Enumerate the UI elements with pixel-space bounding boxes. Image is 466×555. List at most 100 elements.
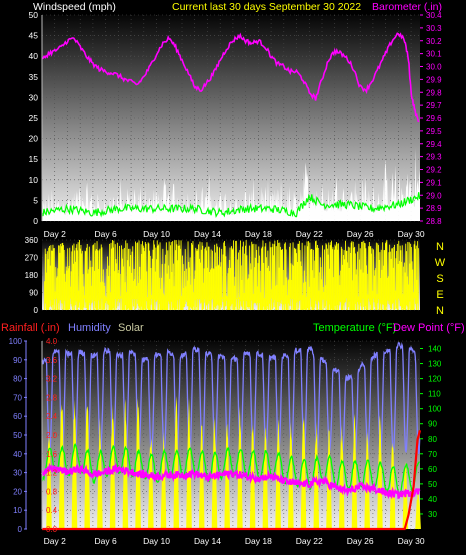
wind-x-tick-label: Day 10 bbox=[143, 229, 170, 239]
humidity-y-tick-label: 60 bbox=[13, 412, 22, 421]
solar-peak bbox=[338, 424, 345, 529]
rain-y-tick-label: 0.8 bbox=[46, 487, 58, 496]
rain-y-tick-label: 3.2 bbox=[46, 375, 58, 384]
wind-series bbox=[41, 32, 421, 221]
wind-y-tick-label: 45 bbox=[29, 31, 39, 41]
compass-letter: E bbox=[436, 289, 443, 301]
barometer-y-tick-label: 28.9 bbox=[426, 204, 442, 213]
temperature-y-tick-label: 110 bbox=[428, 390, 441, 399]
climate-x-tick-label: Day 30 bbox=[398, 536, 425, 546]
climate-x-tick-label: Day 2 bbox=[44, 536, 66, 546]
direction-y-tick-label: 90 bbox=[29, 289, 38, 298]
rain-y-tick-label: 1.6 bbox=[46, 450, 58, 459]
temperature-y-tick-label: 50 bbox=[428, 480, 437, 489]
humidity-y-tick-label: 90 bbox=[13, 356, 22, 365]
wind-y-tick-label: 10 bbox=[29, 175, 39, 185]
solar-peak bbox=[71, 399, 78, 529]
wind-y-tick-label: 15 bbox=[29, 154, 39, 164]
solar-peak bbox=[275, 419, 281, 529]
solar-axis-label: Solar bbox=[118, 322, 144, 334]
solar-peak bbox=[351, 413, 358, 529]
wind-x-tick-label: Day 18 bbox=[245, 229, 272, 239]
windspeed-axis-label: Windspeed (mph) bbox=[33, 1, 116, 13]
humidity-y-tick-label: 0 bbox=[18, 525, 23, 534]
temperature-axis-label: Temperature (°F) bbox=[313, 322, 396, 334]
rain-y-tick-label: 4.0 bbox=[46, 337, 58, 346]
direction-series bbox=[44, 240, 419, 310]
barometer-y-tick-label: 29.0 bbox=[426, 191, 442, 200]
rain-y-tick-label: 3.6 bbox=[46, 356, 58, 365]
rain-y-tick-label: 2.0 bbox=[46, 431, 58, 440]
humidity-y-tick-label: 100 bbox=[9, 337, 23, 346]
humidity-y-tick-label: 80 bbox=[13, 375, 22, 384]
barometer-y-tick-label: 29.3 bbox=[426, 153, 442, 162]
direction-y-tick-label: 0 bbox=[34, 306, 39, 315]
climate-axes: 0 10 20 30 40 50 60 70 80 90 100 0.0 0.4 0.8 1.2 1.6 2.0… bbox=[9, 337, 442, 546]
humidity-y-tick-label: 30 bbox=[13, 469, 22, 478]
humidity-axis-label: Humidity bbox=[68, 322, 111, 334]
solar-peak bbox=[313, 421, 320, 529]
barometer-y-tick-label: 29.4 bbox=[426, 140, 442, 149]
wind-y-tick-label: 40 bbox=[29, 51, 39, 61]
dewpoint-series bbox=[41, 462, 421, 500]
solar-peak bbox=[326, 428, 332, 529]
wind-x-tick-label: Day 30 bbox=[398, 229, 425, 239]
temperature-y-tick-label: 70 bbox=[428, 450, 437, 459]
humidity-y-tick-label: 40 bbox=[13, 450, 22, 459]
wind-y-tick-label: 0 bbox=[33, 216, 38, 226]
temperature-y-tick-label: 90 bbox=[428, 420, 437, 429]
barometer-y-tick-label: 29.6 bbox=[426, 114, 442, 123]
direction-y-tick-label: 270 bbox=[25, 254, 39, 263]
solar-peak bbox=[364, 431, 370, 529]
solar-peak bbox=[58, 404, 65, 529]
solar-peak bbox=[160, 432, 167, 529]
wind-y-tick-label: 50 bbox=[29, 10, 39, 20]
wind-axes: 0 5 10 15 20 25 30 35 40 45 50 28.8 28.9 29.0 29.1 29.2… bbox=[29, 10, 443, 239]
humidity-y-tick-label: 70 bbox=[13, 393, 22, 402]
temperature-y-tick-label: 60 bbox=[428, 465, 437, 474]
wind-x-tick-label: Day 22 bbox=[296, 229, 323, 239]
climate-x-tick-label: Day 14 bbox=[194, 536, 221, 546]
climate-x-tick-label: Day 22 bbox=[296, 536, 323, 546]
barometer-y-tick-label: 30.4 bbox=[426, 11, 442, 20]
direction-y-tick-label: 360 bbox=[25, 236, 39, 245]
barometer-y-tick-label: 29.8 bbox=[426, 88, 442, 97]
barometer-y-tick-label: 29.5 bbox=[426, 127, 442, 136]
solar-peak bbox=[237, 406, 243, 529]
solar-peak bbox=[186, 397, 192, 529]
climate-x-tick-label: Day 18 bbox=[245, 536, 272, 546]
rainfall-series bbox=[42, 430, 422, 531]
wind-x-tick-label: Day 14 bbox=[194, 229, 221, 239]
climate-series bbox=[41, 341, 422, 531]
climate-x-tick-label: Day 6 bbox=[95, 536, 117, 546]
wind-x-tick-label: Day 2 bbox=[44, 229, 66, 239]
solar-peak bbox=[173, 396, 180, 529]
barometer-y-tick-label: 30.0 bbox=[426, 63, 442, 72]
climate-x-tick-label: Day 10 bbox=[143, 536, 170, 546]
humidity-series bbox=[41, 341, 421, 456]
humidity-y-tick-label: 10 bbox=[13, 506, 22, 515]
barometer-y-tick-label: 29.1 bbox=[426, 178, 442, 187]
temperature-y-tick-label: 130 bbox=[428, 360, 442, 369]
temperature-y-tick-label: 30 bbox=[428, 510, 437, 519]
humidity-y-tick-label: 20 bbox=[13, 487, 22, 496]
wind-y-tick-label: 30 bbox=[29, 92, 39, 102]
temperature-y-tick-label: 140 bbox=[428, 345, 442, 354]
wind-y-tick-label: 25 bbox=[29, 113, 39, 123]
rain-y-tick-label: 2.8 bbox=[46, 393, 58, 402]
solar-peak bbox=[122, 398, 129, 529]
temperature-y-tick-label: 120 bbox=[428, 375, 442, 384]
solar-peak bbox=[389, 442, 396, 529]
wind-y-tick-label: 5 bbox=[33, 195, 38, 205]
compass-letter: N bbox=[436, 305, 444, 317]
compass-letter: W bbox=[435, 257, 446, 269]
direction-axes: 0 90 180 270 360 bbox=[25, 236, 39, 315]
solar-peak bbox=[300, 417, 307, 529]
barometer-y-tick-label: 30.3 bbox=[426, 24, 442, 33]
barometer-y-tick-label: 29.7 bbox=[426, 101, 442, 110]
barometer-y-tick-label: 28.8 bbox=[426, 217, 442, 226]
solar-peak bbox=[415, 493, 421, 529]
rain-y-tick-label: 0.4 bbox=[46, 506, 58, 515]
